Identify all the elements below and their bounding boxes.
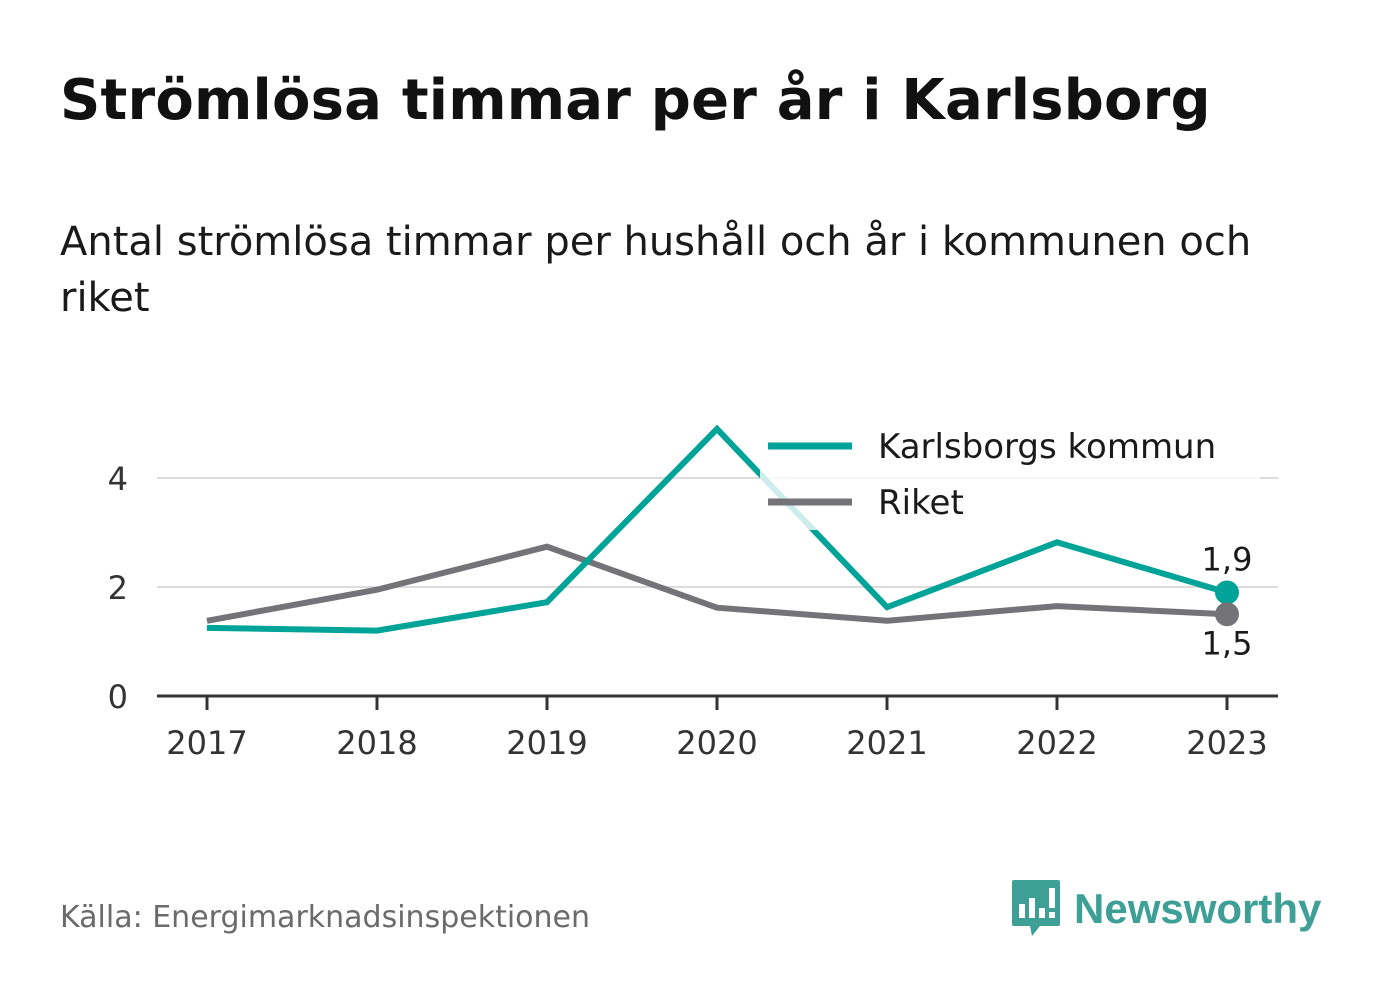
brand-name: Newsworthy [1074,885,1322,932]
series-line-0 [206,424,1228,634]
data-label: 1,9 [1202,540,1253,578]
end-marker [1215,602,1239,627]
y-tick-label: 4 [108,460,128,498]
chart-title: Strömlösa timmar per år i Karlsborg [60,68,1211,133]
x-tick-label: 2022 [1016,724,1097,762]
x-tick-label: 2021 [846,724,927,762]
legend-label: Karlsborgs kommun [878,427,1216,467]
brand-logo: Newsworthy [1010,878,1321,940]
legend-label: Riket [878,483,964,523]
x-tick-label: 2018 [336,724,417,762]
y-tick-label: 2 [108,569,128,607]
chart-subtitle: Antal strömlösa timmar per hushåll och å… [60,219,1252,321]
newsworthy-logo-icon [1012,880,1060,936]
x-tick-label: 2020 [676,724,757,762]
end-marker [1215,580,1239,605]
x-tick-label: 2023 [1186,724,1267,762]
series-line-1 [206,543,1228,624]
data-label: 1,5 [1202,624,1253,662]
legend-background [760,420,1260,530]
y-tick-label: 0 [108,678,128,716]
x-tick-label: 2017 [166,724,247,762]
source-note: Källa: Energimarknadsinspektionen [60,900,591,935]
x-tick-label: 2019 [506,724,587,762]
